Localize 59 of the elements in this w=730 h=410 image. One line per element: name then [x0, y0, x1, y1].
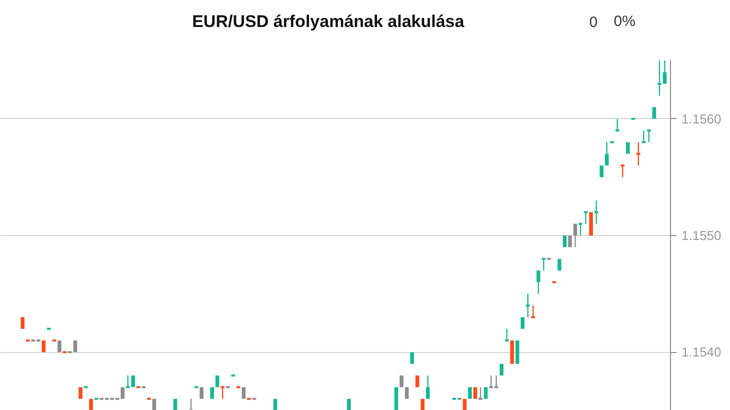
y-tick-label: 1.1560	[682, 111, 722, 126]
chart-title: EUR/USD árfolyamának alakulása	[192, 12, 465, 31]
candlestick	[473, 387, 478, 399]
candlestick	[404, 387, 409, 399]
candlestick	[620, 164, 624, 178]
candlestick	[152, 398, 156, 410]
candlestick	[58, 340, 62, 352]
candlestick	[484, 387, 488, 399]
candlestick	[642, 130, 646, 144]
candlestick	[242, 387, 246, 399]
candlestick	[215, 376, 220, 388]
candlestick	[647, 130, 651, 143]
candlestick	[273, 398, 278, 410]
candlestick	[420, 398, 424, 410]
y-tick-label: 1.1550	[682, 228, 722, 243]
candlestick	[189, 398, 193, 410]
candlestick	[20, 317, 24, 329]
candlestick	[78, 387, 82, 399]
candlestick	[426, 374, 430, 400]
candlestick	[558, 258, 562, 270]
candlestick	[615, 118, 620, 132]
candlestick	[347, 398, 351, 410]
candlestick	[478, 386, 482, 400]
candlestick	[394, 387, 398, 410]
candlestick	[173, 398, 178, 410]
candlestick	[526, 293, 530, 318]
candlestick	[536, 270, 540, 294]
candlestick	[573, 223, 578, 248]
y-tick-label: 1.1540	[682, 344, 722, 360]
candlestick	[89, 398, 93, 410]
candlestick	[400, 376, 404, 388]
candlestick	[589, 212, 593, 236]
candlestick	[584, 211, 588, 224]
candlestick	[636, 142, 640, 166]
candlestick	[210, 387, 214, 399]
candlestick	[462, 398, 467, 410]
text: 0%	[614, 13, 636, 30]
candlestick	[594, 200, 598, 224]
candlestick	[600, 166, 604, 178]
text: 0	[589, 14, 598, 31]
candlestick	[410, 352, 414, 364]
candlestick	[568, 236, 572, 248]
candlestick	[500, 364, 504, 376]
candlestick	[542, 258, 546, 272]
candlestick	[510, 340, 514, 364]
candlestick	[652, 107, 656, 119]
candlestick	[504, 328, 509, 342]
candlestick	[626, 142, 630, 154]
candlestick	[520, 317, 524, 329]
candlestick	[415, 376, 420, 388]
candlestick	[515, 340, 520, 364]
candlestick	[42, 340, 46, 352]
candlestick	[200, 387, 204, 399]
candlestick	[531, 304, 536, 318]
candlestick	[604, 142, 609, 166]
candlestick	[562, 236, 567, 248]
candlestick	[468, 387, 472, 399]
candlestick	[220, 386, 224, 400]
candlestick	[578, 222, 582, 236]
